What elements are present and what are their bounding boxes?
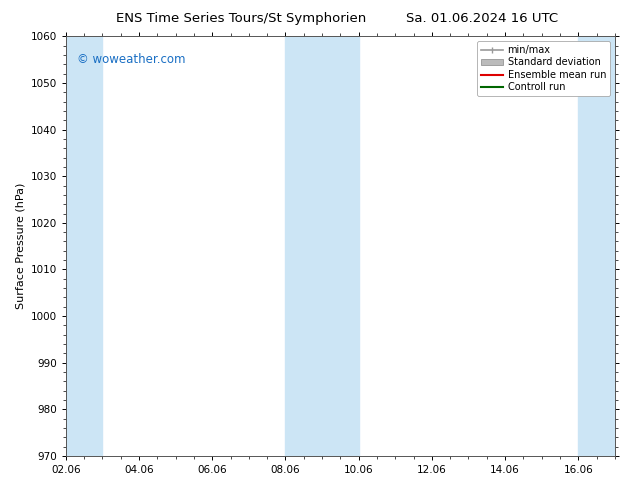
Bar [285, 36, 359, 456]
Legend: min/max, Standard deviation, Ensemble mean run, Controll run: min/max, Standard deviation, Ensemble me… [477, 41, 610, 96]
Bar [66, 36, 103, 456]
Text: ENS Time Series Tours/St Symphorien: ENS Time Series Tours/St Symphorien [116, 12, 366, 25]
Bar [578, 36, 615, 456]
Text: © woweather.com: © woweather.com [77, 53, 185, 66]
Y-axis label: Surface Pressure (hPa): Surface Pressure (hPa) [15, 183, 25, 309]
Text: Sa. 01.06.2024 16 UTC: Sa. 01.06.2024 16 UTC [406, 12, 558, 25]
